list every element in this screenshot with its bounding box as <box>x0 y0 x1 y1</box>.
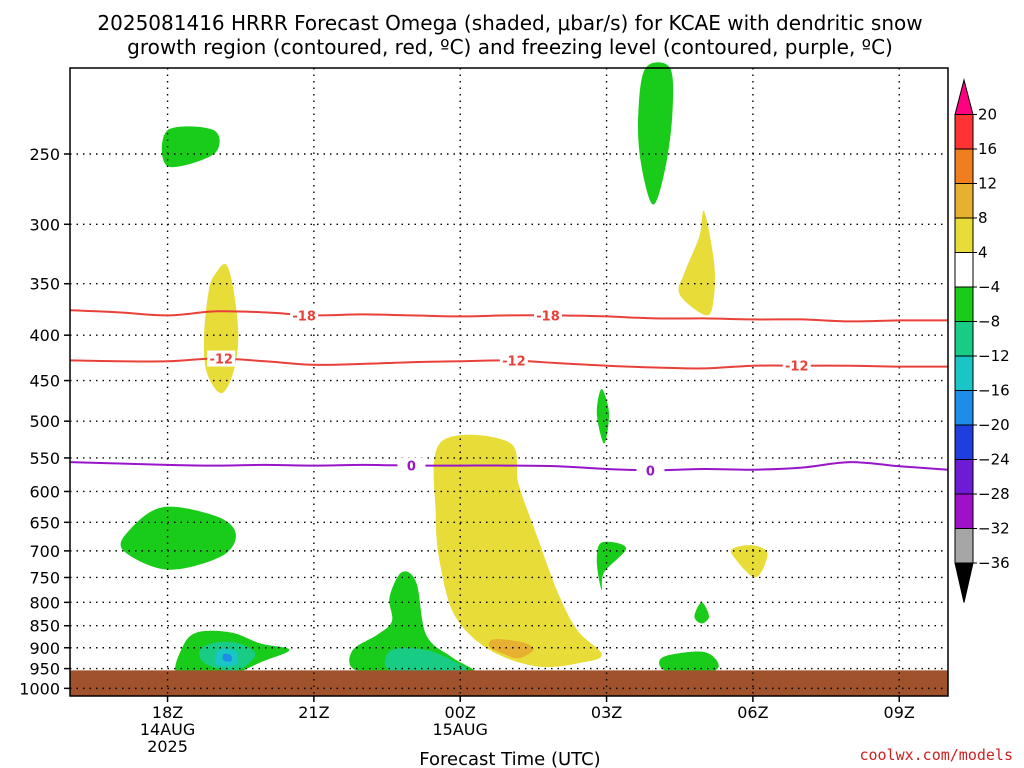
ground-layer <box>70 670 948 696</box>
contour-label-bg <box>397 457 426 474</box>
omega-region <box>488 638 534 659</box>
y-tick-label: 550 <box>29 449 60 468</box>
colorbar-swatch <box>954 424 974 460</box>
colorbar-label: −16 <box>978 382 1010 400</box>
colorbar-bottom-arrow <box>954 562 974 603</box>
omega-region <box>678 210 715 316</box>
y-tick-label: 800 <box>29 593 60 612</box>
contour-label-bg <box>636 462 665 479</box>
y-tick-label: 850 <box>29 617 60 636</box>
omega-region <box>161 126 220 168</box>
colorbar-swatch <box>954 148 974 184</box>
x-tick-label: 00Z <box>445 703 476 722</box>
x-tick-label: 03Z <box>591 703 622 722</box>
colorbar-top-arrow <box>954 78 974 115</box>
contour-line <box>69 461 949 472</box>
colorbar-label: 20 <box>978 106 997 124</box>
x-tick-label: 14AUG <box>140 720 195 739</box>
x-tick-label: 09Z <box>884 703 915 722</box>
omega-region <box>384 647 469 677</box>
colorbar-swatch <box>954 252 974 288</box>
y-tick-label: 250 <box>29 145 60 164</box>
omega-region <box>596 541 627 591</box>
colorbar-swatch <box>954 355 974 391</box>
colorbar-label: 12 <box>978 175 997 193</box>
colorbar-label: −28 <box>978 485 1010 503</box>
y-tick-label: 400 <box>29 326 60 345</box>
contour-label-bg <box>207 350 236 367</box>
contour-label-bg <box>534 307 563 324</box>
contour-label: 0 <box>646 464 655 479</box>
colorbar-label: −8 <box>978 313 1000 331</box>
colorbar-label: −4 <box>978 278 1000 296</box>
contour-label: -12 <box>502 354 526 369</box>
colorbar-label: 8 <box>978 209 988 227</box>
x-tick-label: 21Z <box>298 703 329 722</box>
colorbar-swatch <box>954 286 974 322</box>
plot-frame <box>69 67 949 697</box>
colorbar-label: −36 <box>978 554 1010 572</box>
ground-below-surface <box>70 670 948 696</box>
contour-label: -18 <box>292 309 316 324</box>
grid-lines <box>70 68 948 696</box>
y-tick-label: 600 <box>29 482 60 501</box>
x-axis-label: Forecast Time (UTC) <box>419 749 600 768</box>
contour-label: -12 <box>785 360 809 375</box>
contour-label: 0 <box>407 460 416 475</box>
chart-title: 2025081416 HRRR Forecast Omega (shaded, … <box>97 11 922 59</box>
y-tick-label: 650 <box>29 513 60 532</box>
colorbar-swatch <box>954 390 974 426</box>
colorbar-label: −20 <box>978 416 1010 434</box>
x-tick-label: 18Z <box>152 703 183 722</box>
contour-label-bg <box>782 357 811 374</box>
x-tick-label: 15AUG <box>433 720 488 739</box>
omega-region <box>433 434 602 668</box>
colorbar-label: 16 <box>978 140 997 158</box>
colorbar-swatch <box>954 459 974 495</box>
y-tick-label: 700 <box>29 542 60 561</box>
title-line: growth region (contoured, red, ºC) and f… <box>127 35 893 59</box>
x-tick-label: 2025 <box>147 737 188 756</box>
colorbar-label: −24 <box>978 451 1010 469</box>
y-axis: 250 300 350 400 450 500 550 600 650 700 750 800 850 9… <box>19 145 70 698</box>
colorbar-swatch <box>954 183 974 219</box>
colorbar-swatch <box>954 114 974 150</box>
y-tick-label: 750 <box>29 568 60 587</box>
y-tick-label: 300 <box>29 215 60 234</box>
colorbar: 20 16 12 8 4 −4 −8 −12 −16 −20 −24 −28 −32 −36 <box>954 78 1010 603</box>
omega-region <box>694 602 709 624</box>
omega-region <box>596 389 610 444</box>
colorbar-swatch <box>954 321 974 357</box>
y-tick-label: 900 <box>29 639 60 658</box>
contour-label-bg <box>290 307 319 324</box>
omega-region <box>637 62 674 205</box>
omega-region <box>222 653 232 662</box>
contour-label: -18 <box>536 309 560 324</box>
colorbar-label: 4 <box>978 244 988 262</box>
contour-label-bg <box>499 352 528 369</box>
colorbar-swatch <box>954 528 974 564</box>
credit-link[interactable]: coolwx.com/models <box>859 746 1013 764</box>
y-tick-label: 950 <box>29 660 60 679</box>
contour-line <box>69 309 949 323</box>
colorbar-label: −32 <box>978 520 1010 538</box>
omega-region <box>730 545 768 578</box>
y-tick-label: 350 <box>29 275 60 294</box>
x-tick-label: 06Z <box>737 703 768 722</box>
temperature-contours: -18 -18 -12 -12 -12 0 0 <box>69 307 949 479</box>
title-line: 2025081416 HRRR Forecast Omega (shaded, … <box>97 11 922 35</box>
y-tick-label: 500 <box>29 412 60 431</box>
y-tick-label: 450 <box>29 372 60 391</box>
colorbar-swatch <box>954 493 974 529</box>
contour-label: -12 <box>209 353 233 368</box>
colorbar-swatch <box>954 217 974 253</box>
y-tick-label: 1000 <box>19 679 60 698</box>
plot-border <box>69 67 949 697</box>
colorbar-label: −12 <box>978 347 1010 365</box>
